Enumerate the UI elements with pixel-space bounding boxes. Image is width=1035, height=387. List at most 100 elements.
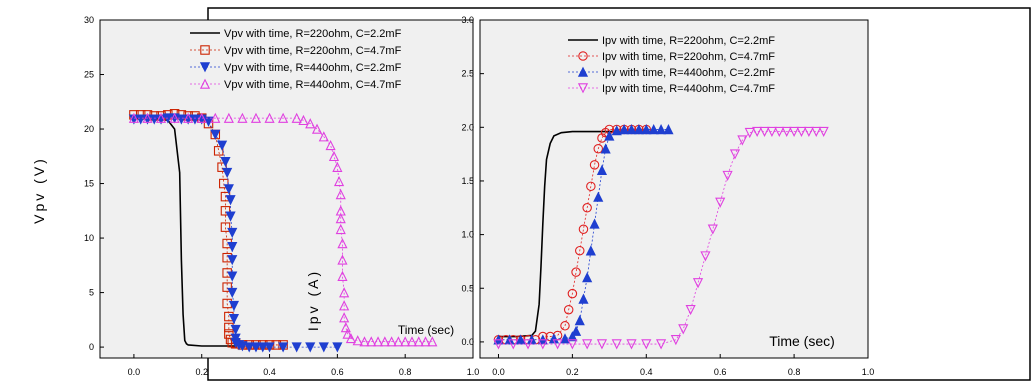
vpv-series-4-point bbox=[335, 189, 346, 200]
ipv-series-3-point bbox=[655, 124, 667, 135]
ipv-legend-entry: Ipv with time, R=440ohm, C=2.2mF bbox=[602, 67, 775, 79]
vpv-series-4-point bbox=[305, 118, 316, 129]
vpv-series-3-point bbox=[227, 287, 238, 299]
vpv-series-4-point bbox=[142, 112, 153, 123]
vpv-series-3-point bbox=[250, 342, 262, 353]
vpv-series-4-point bbox=[337, 238, 348, 249]
vpv-series-3-point bbox=[222, 167, 233, 179]
vpv-series-4-point bbox=[372, 336, 384, 347]
ipv-x-tick-label: 0.4 bbox=[640, 367, 653, 377]
ipv-series-4-point bbox=[744, 127, 755, 139]
vpv-series-2-point bbox=[222, 282, 232, 292]
vpv-series-4-point bbox=[128, 112, 139, 123]
ipv-series-4-point bbox=[626, 339, 637, 350]
ipv-legend-marker bbox=[577, 83, 589, 94]
vpv-series-4-point bbox=[196, 112, 207, 123]
vpv-legend-entry: Vpv with time, R=440ohm, C=2.2mF bbox=[224, 62, 402, 74]
vpv-series-4-point bbox=[328, 150, 340, 162]
vpv-series-3-point bbox=[149, 114, 160, 125]
ipv-series-2-point bbox=[589, 160, 600, 170]
vpv-series-4-point bbox=[379, 336, 390, 347]
ipv-series-3-point bbox=[619, 124, 630, 135]
ipv-series-4-point bbox=[493, 339, 504, 350]
vpv-series-3-point bbox=[227, 242, 238, 253]
vpv-x-tick-label: 0.4 bbox=[263, 367, 276, 377]
vpv-series-4-point bbox=[169, 112, 180, 123]
vpv-series-4-point bbox=[420, 336, 431, 347]
vpv-series-4-point bbox=[318, 131, 329, 142]
vpv-series-4-point bbox=[335, 213, 346, 224]
vpv-series-4-point bbox=[400, 336, 411, 347]
ipv-series-2-point bbox=[593, 144, 603, 154]
ipv-legend-marker bbox=[578, 51, 588, 61]
ipv-series-4-point bbox=[537, 339, 548, 350]
ipv-legend-entry: Ipv with time, R=440ohm, C=4.7mF bbox=[602, 83, 775, 95]
vpv-series-layer bbox=[128, 109, 438, 353]
vpv-y-tick-label: 5 bbox=[89, 288, 94, 298]
vpv-series-3-point bbox=[225, 211, 236, 222]
ipv-series-3-point bbox=[593, 191, 604, 202]
vpv-series-4-point bbox=[291, 112, 302, 123]
vpv-series-4-point bbox=[413, 336, 424, 347]
vpv-series-4-point bbox=[345, 332, 357, 344]
vpv-series-3-point bbox=[227, 227, 238, 239]
vpv-y-tick-label: 20 bbox=[84, 124, 94, 134]
vpv-y-tick-label: 15 bbox=[84, 179, 94, 189]
vpv-series-4-point bbox=[339, 287, 350, 298]
ipv-series-3-point bbox=[633, 124, 644, 135]
ipv-series-4-point bbox=[700, 251, 711, 262]
ipv-series-3-point bbox=[641, 124, 652, 135]
ipv-y-tick-label: 2.5 bbox=[461, 69, 474, 79]
ipv-series-4-point bbox=[707, 224, 718, 235]
vpv-legend-marker bbox=[199, 78, 211, 89]
vpv-series-3-point bbox=[332, 342, 343, 353]
vpv-series-3-point bbox=[237, 341, 248, 352]
vpv-y-axis-label: Vpv (V) bbox=[31, 156, 47, 224]
vpv-x-tick-label: 1.0 bbox=[467, 367, 480, 377]
vpv-series-4-point bbox=[332, 161, 343, 172]
vpv-legend: Vpv with time, R=220ohm, C=2.2mF Vpv with… bbox=[190, 28, 402, 91]
vpv-series-4-point bbox=[237, 112, 248, 123]
ipv-x-tick-label: 0.8 bbox=[788, 367, 801, 377]
ipv-y-tick-label: 2.0 bbox=[461, 122, 474, 132]
vpv-series-4-point bbox=[406, 336, 418, 347]
vpv-series-3-point bbox=[230, 324, 241, 336]
ipv-series-3-point bbox=[574, 315, 585, 326]
vpv-series-4-point bbox=[366, 336, 377, 347]
ipv-series-4-point bbox=[611, 339, 622, 350]
vpv-series-4-point bbox=[264, 112, 275, 123]
vpv-series-4-point bbox=[337, 270, 348, 281]
ipv-series-4-point bbox=[670, 335, 681, 346]
vpv-x-tick-label: 0.2 bbox=[195, 367, 208, 377]
vpv-series-4-point bbox=[386, 336, 397, 347]
vpv-legend-marker bbox=[199, 62, 211, 73]
ipv-series-2-point bbox=[582, 203, 592, 213]
ipv-x-tick-label: 1.0 bbox=[862, 367, 875, 377]
vpv-series-4-point bbox=[340, 322, 351, 333]
vpv-y-tick-label: 0 bbox=[89, 342, 94, 352]
vpv-series-3-point bbox=[228, 300, 240, 312]
ipv-y-axis-label: Ipv (A) bbox=[305, 269, 321, 331]
vpv-series-3-point bbox=[244, 342, 255, 353]
ipv-series-3-point bbox=[515, 334, 526, 345]
vpv-series-4-point bbox=[298, 114, 309, 126]
ipv-series-2-point bbox=[586, 181, 596, 192]
vpv-series-4-point bbox=[183, 112, 194, 123]
ipv-series-3-point bbox=[648, 124, 659, 135]
vpv-series-4-point bbox=[339, 312, 350, 323]
ipv-series-4-point bbox=[567, 339, 578, 350]
ipv-series-2-point bbox=[578, 224, 589, 234]
vpv-series-3-point bbox=[227, 255, 238, 266]
ipv-axes: 0.0 0.2 0.4 0.6 0.8 1.0 0.0 0.5 1.0 1.5 2.0 2.5 3.0 bbox=[461, 15, 874, 377]
ipv-series-4-point bbox=[781, 126, 792, 138]
ipv-legend: Ipv with time, R=220ohm, C=2.2mF Ipv with… bbox=[568, 35, 775, 95]
ipv-series-4-point bbox=[737, 135, 748, 146]
ipv-series-3-point bbox=[585, 245, 596, 256]
vpv-legend-marker bbox=[200, 45, 210, 55]
vpv-series-3-point bbox=[220, 156, 231, 168]
vpv-series-3-point bbox=[225, 195, 236, 206]
ipv-series-4-point bbox=[796, 126, 807, 138]
vpv-x-tick-label: 0.0 bbox=[128, 367, 141, 377]
vpv-series-4-point bbox=[250, 112, 262, 123]
ipv-series-4-point bbox=[803, 126, 814, 138]
